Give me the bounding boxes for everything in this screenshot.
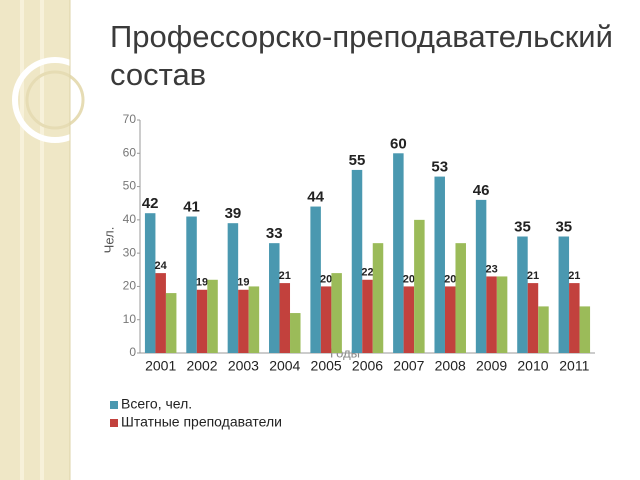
side-stripe	[40, 0, 44, 480]
bar	[393, 153, 404, 353]
bar	[486, 276, 497, 353]
data-label: 20	[320, 273, 332, 285]
data-label: 35	[514, 218, 531, 235]
bar	[207, 279, 218, 353]
bar	[351, 169, 363, 353]
data-label: 20	[444, 273, 456, 285]
decor-circle	[12, 57, 98, 143]
bar	[144, 213, 156, 353]
bar	[579, 306, 591, 353]
bar	[290, 313, 301, 353]
bar	[558, 236, 570, 353]
y-tick-label: 30	[123, 245, 137, 259]
data-label: 55	[349, 152, 366, 169]
x-tick-label: 2004	[269, 358, 300, 374]
slide-title: Профессорско-преподавательский состав	[110, 19, 613, 92]
data-label: 46	[473, 182, 490, 199]
bar	[269, 243, 280, 353]
data-label: 19	[237, 277, 249, 289]
data-label: 53	[431, 159, 448, 176]
bar	[475, 199, 487, 353]
bar	[517, 236, 528, 353]
x-tick-label: 2005	[311, 358, 342, 374]
bar	[248, 286, 260, 353]
data-label: 42	[142, 195, 159, 212]
y-tick-label: 70	[123, 112, 137, 126]
y-tick-label: 60	[123, 145, 137, 159]
data-label: 20	[403, 273, 415, 285]
data-label: 19	[196, 277, 208, 289]
x-tick-label: 2010	[517, 358, 548, 374]
data-label: 41	[183, 198, 200, 215]
bar	[362, 279, 373, 353]
bar	[238, 289, 249, 353]
x-tick-label: 2006	[352, 358, 383, 374]
data-label: 22	[361, 267, 373, 279]
data-label: 21	[279, 270, 291, 282]
bar	[310, 206, 321, 353]
bar	[279, 283, 291, 353]
bar	[155, 273, 166, 353]
bar	[320, 286, 332, 353]
y-tick-label: 20	[123, 279, 137, 293]
data-label: 24	[155, 260, 168, 272]
y-tick-label: 10	[123, 312, 137, 326]
bar	[527, 283, 539, 353]
bar	[331, 273, 342, 353]
bar	[455, 243, 466, 353]
data-label: 39	[225, 205, 242, 222]
bar	[403, 286, 415, 353]
x-tick-label: 2011	[559, 358, 589, 374]
bar	[496, 276, 508, 353]
bar	[569, 283, 580, 353]
data-label: 33	[266, 225, 283, 242]
data-label: 60	[390, 135, 407, 152]
bar	[196, 289, 208, 353]
y-tick-label: 40	[123, 212, 137, 226]
data-label: 23	[485, 263, 497, 275]
x-tick-label: 2001	[145, 358, 176, 374]
bar	[165, 293, 177, 353]
x-tick-label: 2009	[476, 358, 507, 374]
bar	[372, 243, 384, 353]
data-label: 21	[527, 270, 539, 282]
x-tick-label: 2002	[186, 358, 217, 374]
data-label: 35	[555, 218, 572, 235]
legend-swatch	[110, 401, 118, 409]
decor-circle	[25, 70, 85, 130]
side-stripe	[20, 0, 24, 480]
legend-label: Всего, чел.	[121, 396, 192, 412]
bar	[444, 286, 456, 353]
y-axis-label: Чел.	[101, 227, 116, 254]
y-tick-label: 50	[123, 179, 137, 193]
data-label: 44	[307, 189, 324, 206]
data-label: 21	[568, 270, 580, 282]
bar	[227, 223, 239, 353]
x-tick-label: 2008	[435, 358, 466, 374]
legend-swatch	[110, 419, 118, 427]
y-tick-label: 0	[129, 345, 136, 359]
bar	[434, 176, 445, 353]
x-tick-label: 2007	[393, 358, 424, 374]
bar	[414, 219, 425, 353]
bar	[186, 216, 197, 353]
legend-label: Штатные преподаватели	[121, 414, 282, 430]
bar	[538, 306, 549, 353]
x-tick-label: 2003	[228, 358, 259, 374]
